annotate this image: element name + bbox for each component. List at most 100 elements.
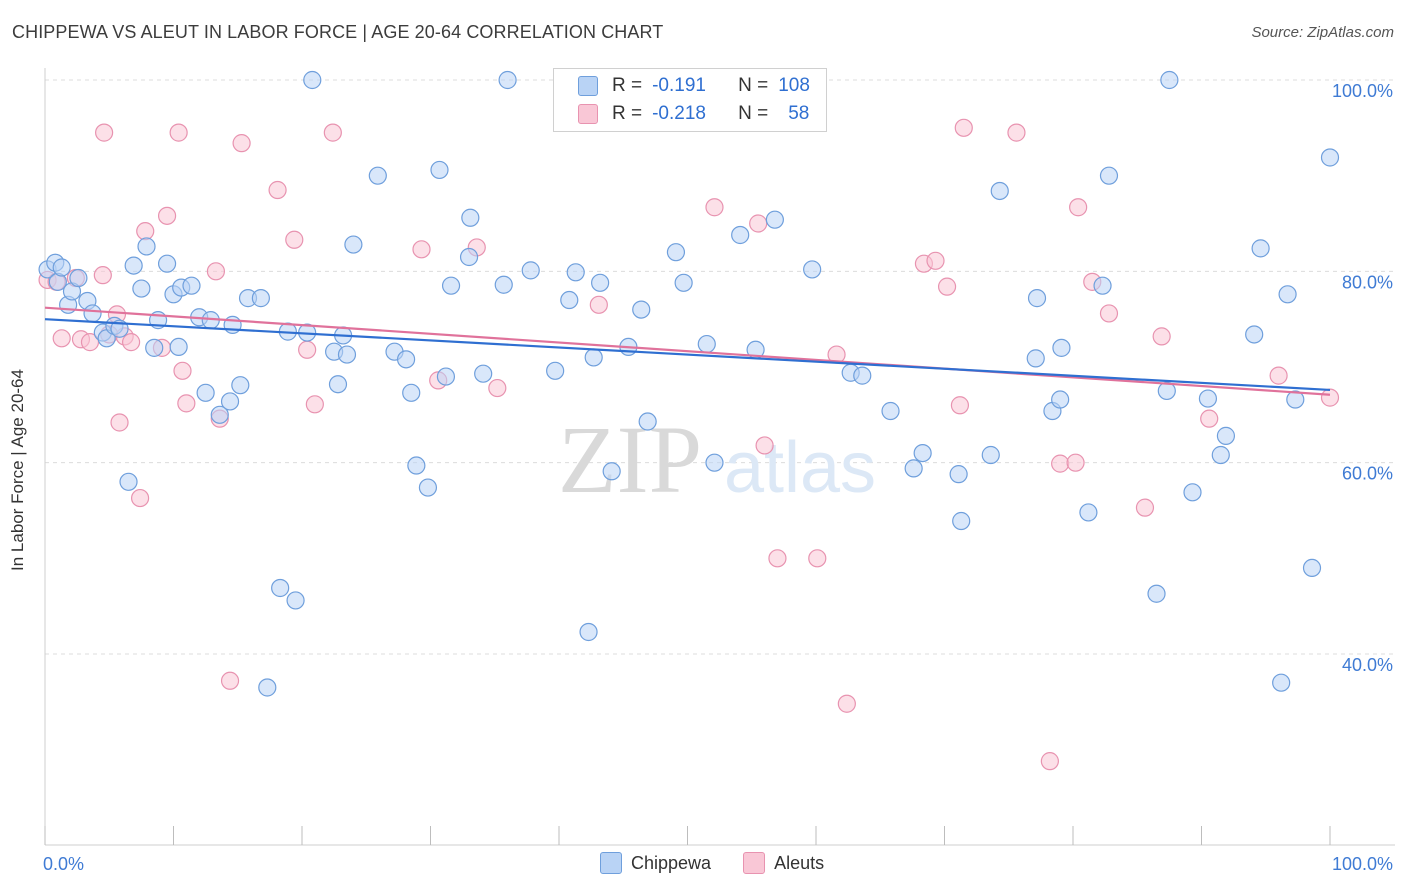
chippewa-point-23 (182, 276, 201, 295)
aleut-point-13 (130, 488, 150, 508)
aleut-point-33 (589, 295, 608, 314)
chippewa-n-value: 108 (778, 75, 810, 96)
chippewa-point-61 (566, 263, 585, 282)
chippewa-point-82 (949, 465, 968, 484)
x-tick-label-min: 0.0% (43, 854, 84, 874)
watermark-atlas: atlas (724, 428, 876, 508)
chippewa-point-27 (210, 405, 229, 424)
legend-row-aleuts: R = -0.218 N = 58 (578, 102, 809, 126)
chippewa-point-17 (145, 338, 164, 357)
chippewa-point-46 (396, 350, 416, 369)
chippewa-point-80 (904, 459, 923, 478)
chippewa-point-89 (1051, 390, 1070, 409)
y-tick-label-40: 40.0% (1342, 655, 1393, 675)
chippewa-point-62 (584, 348, 603, 367)
y-tick-label-60: 60.0% (1342, 464, 1393, 484)
chippewa-point-86 (1026, 349, 1045, 368)
chippewa-point-19 (157, 254, 177, 273)
series-legend: Chippewa Aleuts (600, 852, 856, 874)
aleut-point-47 (1040, 752, 1059, 771)
aleut-point-7 (95, 123, 114, 142)
tick-labels: 40.0% 60.0% 80.0% 100.0% 0.0% 100.0% (43, 81, 1393, 874)
x-tick-label-max: 100.0% (1332, 854, 1393, 874)
watermark-zip: ZIP (558, 406, 702, 513)
chippewa-point-55 (474, 364, 493, 383)
chippewa-point-90 (1052, 338, 1071, 357)
chippewa-point-44 (368, 166, 387, 185)
aleut-point-16 (157, 206, 177, 225)
aleut-point-25 (285, 230, 304, 249)
chippewa-point-32 (251, 289, 270, 308)
chippewa-point-106 (1302, 558, 1322, 578)
aleut-point-54 (1152, 327, 1171, 346)
chippewa-point-79 (881, 401, 900, 421)
chippewa-point-73 (731, 225, 750, 245)
chippewa-point-102 (1251, 239, 1270, 258)
y-tick-label-80: 80.0% (1342, 272, 1393, 292)
chippewa-legend-label: Chippewa (631, 852, 712, 873)
chippewa-point-98 (1198, 389, 1218, 408)
aleut-point-20 (206, 262, 226, 281)
chippewa-point-3 (52, 258, 71, 277)
chippewa-point-95 (1157, 381, 1176, 401)
chippewa-r-value: -0.191 (652, 75, 706, 96)
legend-row-chippewa: R = -0.191 N = 108 (578, 74, 810, 98)
chippewa-point-21 (169, 337, 188, 357)
aleut-point-23 (232, 134, 251, 153)
aleut-point-44 (950, 396, 970, 415)
aleut-point-35 (749, 214, 768, 233)
chippewa-point-75 (765, 210, 784, 229)
aleut-point-55 (1200, 409, 1219, 428)
aleut-point-46 (1007, 123, 1026, 142)
n-label: N = (738, 75, 769, 96)
chippewa-point-104 (1278, 285, 1297, 304)
chippewa-point-47 (402, 383, 421, 402)
aleut-points (38, 118, 1340, 771)
chippewa-point-56 (494, 275, 513, 294)
legend-item-aleuts[interactable]: Aleuts (743, 852, 824, 874)
chippewa-point-63 (579, 622, 598, 642)
chippewa-swatch (578, 76, 598, 96)
aleut-trend-line (44, 306, 1331, 396)
chippewa-point-51 (436, 367, 456, 386)
aleut-point-45 (954, 118, 973, 137)
y-axis-label: In Labor Force | Age 20-64 (8, 369, 27, 571)
chippewa-point-93 (1099, 166, 1119, 185)
aleut-point-14 (136, 222, 155, 241)
chippewa-point-14 (124, 256, 143, 275)
chippewa-point-94 (1147, 584, 1166, 603)
aleut-point-40 (837, 694, 856, 713)
chippewa-point-52 (441, 276, 461, 295)
aleut-point-29 (412, 240, 431, 259)
aleut-point-43 (937, 277, 957, 296)
aleuts-swatch (578, 104, 598, 124)
legend-item-chippewa[interactable]: Chippewa (600, 852, 711, 874)
aleuts-r-value: -0.218 (652, 103, 706, 124)
chippewa-point-96 (1160, 70, 1179, 90)
chippewa-point-81 (913, 444, 932, 463)
aleut-point-49 (1066, 453, 1085, 472)
chippewa-point-42 (337, 345, 357, 364)
chippewa-point-33 (258, 678, 277, 697)
chippewa-point-53 (459, 247, 479, 267)
chippewa-point-68 (638, 412, 657, 431)
chippewa-point-57 (498, 70, 517, 90)
chippewa-point-43 (344, 235, 363, 254)
chippewa-point-76 (803, 260, 822, 279)
aleut-point-42 (926, 251, 945, 270)
chippewa-point-69 (666, 243, 686, 262)
chippewa-point-71 (697, 334, 716, 354)
chippewa-point-87 (1027, 289, 1047, 308)
chippewa-point-91 (1079, 503, 1098, 522)
y-tick-label-100: 100.0% (1332, 81, 1393, 101)
chippewa-point-70 (674, 273, 693, 292)
aleut-point-53 (1135, 498, 1155, 517)
watermark: ZIP atlas (558, 406, 876, 513)
chippewa-point-60 (560, 290, 579, 310)
aleuts-n-value: 58 (788, 103, 810, 124)
chippewa-point-58 (521, 261, 540, 280)
chippewa-trend-line (44, 318, 1331, 392)
aleuts-legend-swatch (743, 852, 766, 874)
chippewa-point-40 (328, 375, 348, 394)
